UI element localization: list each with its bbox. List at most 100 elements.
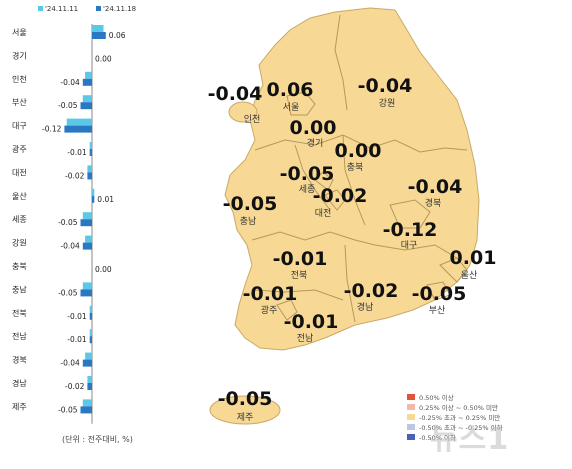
region-value-10: 0.01	[450, 247, 497, 269]
legend-item-1: 0.25% 이상 ~ 0.50% 미만	[407, 402, 567, 412]
legend-text-2: -0.25% 초과 ~ 0.25% 미만	[419, 413, 501, 422]
weekly-change-bar-chart: '24.11.11 '24.11.18 서울 0.06 경기 0.00 인천 -0.04 부산 -…	[12, 5, 136, 424]
legend-swatch-4	[407, 433, 415, 440]
value-label-12: -0.01	[67, 312, 87, 321]
region-name-8: 경북	[425, 197, 442, 209]
region-value-9: -0.12	[383, 219, 438, 241]
legend-swatch-1	[407, 403, 415, 410]
bar-1-5	[89, 149, 92, 156]
map-legend: 0.50% 이상 0.25% 이상 ~ 0.50% 미만 -0.25% 초과 ~…	[407, 392, 567, 442]
region-name-6: 충남	[240, 216, 257, 227]
bar-0-2	[85, 71, 92, 79]
value-label-10: 0.00	[95, 265, 112, 274]
bar-0-16	[82, 399, 92, 407]
region-value-1: 0.06	[267, 79, 314, 101]
region-name-15: 부산	[429, 305, 446, 316]
category-label-7: 울산	[12, 191, 27, 201]
region-name-16: 제주	[237, 412, 254, 423]
category-label-0: 서울	[12, 28, 27, 37]
news1-watermark: 뉴스1	[430, 422, 510, 457]
region-value-15: -0.05	[412, 283, 467, 305]
region-value-5: -0.05	[280, 163, 335, 185]
category-label-9: 강원	[12, 238, 27, 248]
legend-text-3: -0.50% 초과 ~ -0.25% 이하	[419, 423, 503, 432]
legend-text-1: 0.25% 이상 ~ 0.50% 미만	[419, 403, 498, 412]
category-label-8: 세종	[12, 215, 27, 224]
region-name-9: 대구	[401, 240, 418, 251]
bar-1-13	[89, 336, 92, 344]
bar-1-0	[92, 32, 106, 39]
region-value-2: -0.04	[358, 75, 413, 97]
region-value-12: -0.01	[243, 283, 298, 305]
legend-swatch-0	[38, 6, 43, 11]
category-label-10: 충북	[12, 262, 27, 271]
legend-text-4: -0.50% 이하	[419, 433, 457, 442]
bar-0-12	[89, 305, 92, 313]
region-name-10: 울산	[461, 270, 478, 281]
region-name-1: 서울	[283, 102, 300, 113]
bar-1-12	[89, 312, 92, 320]
bar-1-7	[92, 195, 95, 203]
region-name-3: 경기	[307, 137, 324, 149]
category-label-12: 전북	[12, 308, 27, 318]
value-label-8: -0.05	[58, 218, 78, 227]
bar-1-15	[87, 383, 92, 390]
value-label-1: 0.00	[95, 54, 112, 63]
region-value-8: -0.04	[408, 176, 463, 198]
bar-0-5	[89, 142, 92, 149]
bar-0-0	[92, 25, 104, 32]
bar-0-4	[66, 118, 92, 126]
region-value-7: -0.02	[313, 185, 368, 207]
region-value-6: -0.05	[223, 193, 278, 215]
region-value-11: -0.01	[273, 248, 328, 270]
category-label-14: 경북	[12, 355, 27, 365]
category-label-5: 광주	[12, 144, 27, 154]
bar-0-3	[82, 95, 92, 103]
legend-text-0: 0.50% 이상	[419, 393, 454, 402]
mainland-shape	[224, 7, 480, 351]
bar-1-14	[82, 359, 92, 367]
category-label-4: 대구	[12, 122, 27, 131]
region-name-14: 경남	[357, 301, 374, 313]
region-name-13: 전남	[297, 333, 314, 344]
incheon-island-shape	[228, 101, 258, 123]
legend-swatch-0	[407, 393, 415, 400]
region-name-12: 광주	[261, 304, 278, 316]
region-name-2: 강원	[379, 98, 396, 109]
region-name-5: 세종	[299, 184, 316, 195]
region-value-16: -0.05	[218, 388, 273, 410]
jeju-island-shape	[209, 395, 281, 425]
region-borders	[251, 14, 468, 323]
bar-1-16	[80, 406, 92, 414]
value-label-2: -0.04	[60, 78, 80, 87]
category-label-1: 경기	[12, 50, 27, 60]
legend-label-0: '24.11.11	[45, 5, 78, 13]
value-label-13: -0.01	[67, 335, 87, 344]
region-name-0: 인천	[244, 114, 261, 125]
category-label-15: 경남	[12, 378, 27, 388]
bar-0-9	[85, 235, 92, 243]
legend-item-3: -0.50% 초과 ~ -0.25% 이하	[407, 422, 567, 432]
region-value-14: -0.02	[344, 280, 399, 302]
category-label-13: 전남	[12, 331, 27, 341]
legend-item-2: -0.25% 초과 ~ 0.25% 미만	[407, 412, 567, 422]
unit-note: (단위 : 전주대비, %)	[62, 435, 133, 444]
value-label-3: -0.05	[58, 101, 78, 110]
bar-1-3	[80, 102, 92, 110]
bar-0-11	[82, 282, 92, 290]
legend-swatch-2	[407, 413, 415, 420]
bar-0-13	[89, 329, 92, 337]
region-name-4: 충북	[347, 162, 364, 173]
category-label-6: 대전	[12, 167, 27, 177]
category-label-16: 제주	[12, 402, 27, 411]
value-label-14: -0.04	[60, 359, 80, 368]
region-value-0: -0.04	[208, 83, 263, 105]
value-label-11: -0.05	[58, 288, 78, 297]
bar-0-7	[92, 188, 95, 196]
bar-1-9	[82, 242, 92, 250]
category-label-3: 부산	[12, 97, 27, 107]
value-label-15: -0.02	[65, 382, 85, 391]
region-name-7: 대전	[315, 208, 332, 219]
bar-1-8	[80, 219, 92, 227]
